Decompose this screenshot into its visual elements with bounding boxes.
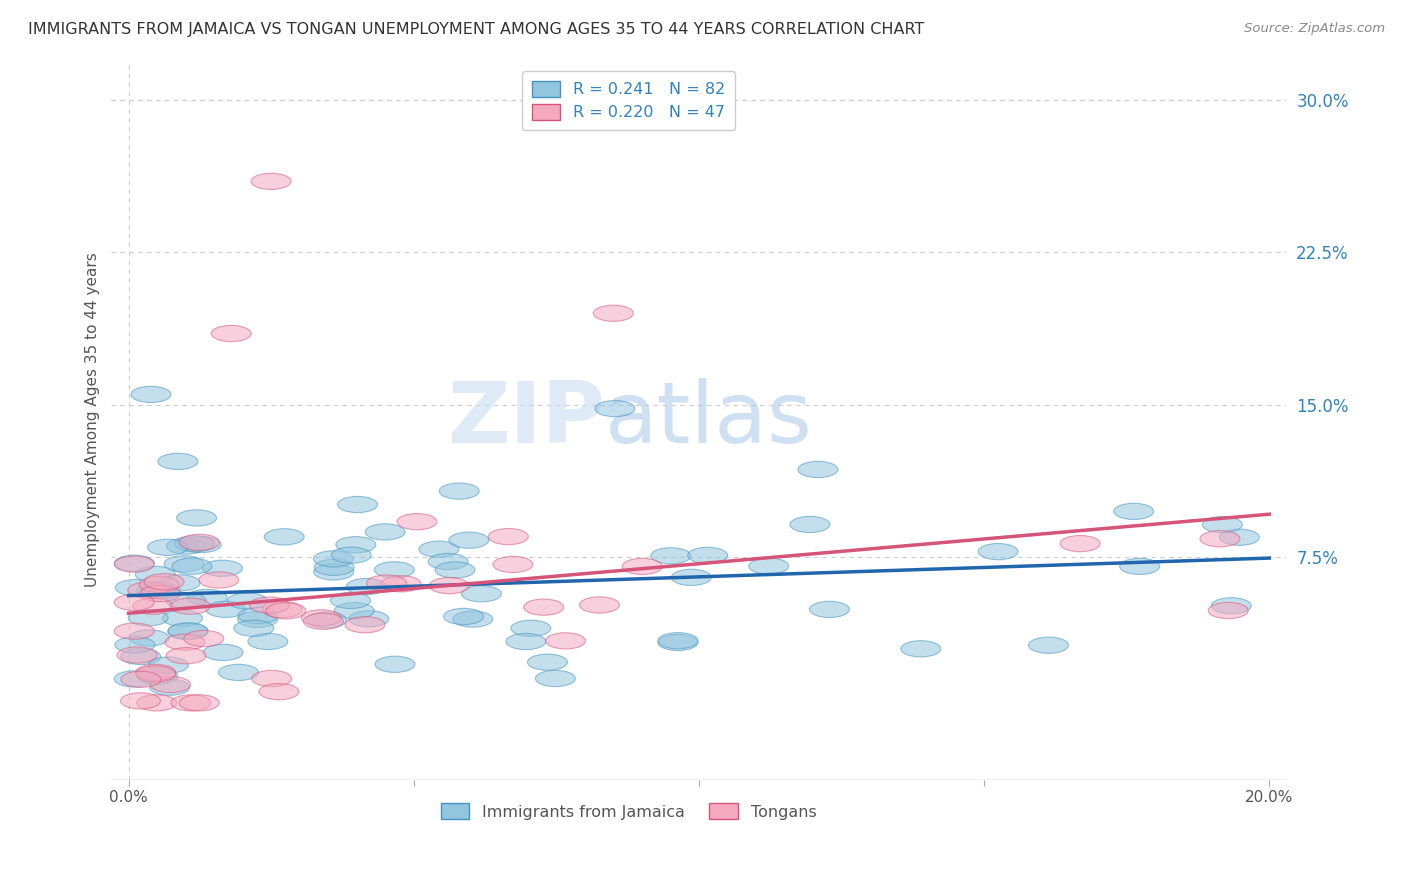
Text: ZIP: ZIP [447,378,605,461]
Text: IMMIGRANTS FROM JAMAICA VS TONGAN UNEMPLOYMENT AMONG AGES 35 TO 44 YEARS CORRELA: IMMIGRANTS FROM JAMAICA VS TONGAN UNEMPL… [28,22,925,37]
Y-axis label: Unemployment Among Ages 35 to 44 years: Unemployment Among Ages 35 to 44 years [86,252,100,587]
Text: Source: ZipAtlas.com: Source: ZipAtlas.com [1244,22,1385,36]
Legend: Immigrants from Jamaica, Tongans: Immigrants from Jamaica, Tongans [434,797,823,826]
Text: atlas: atlas [605,378,813,461]
